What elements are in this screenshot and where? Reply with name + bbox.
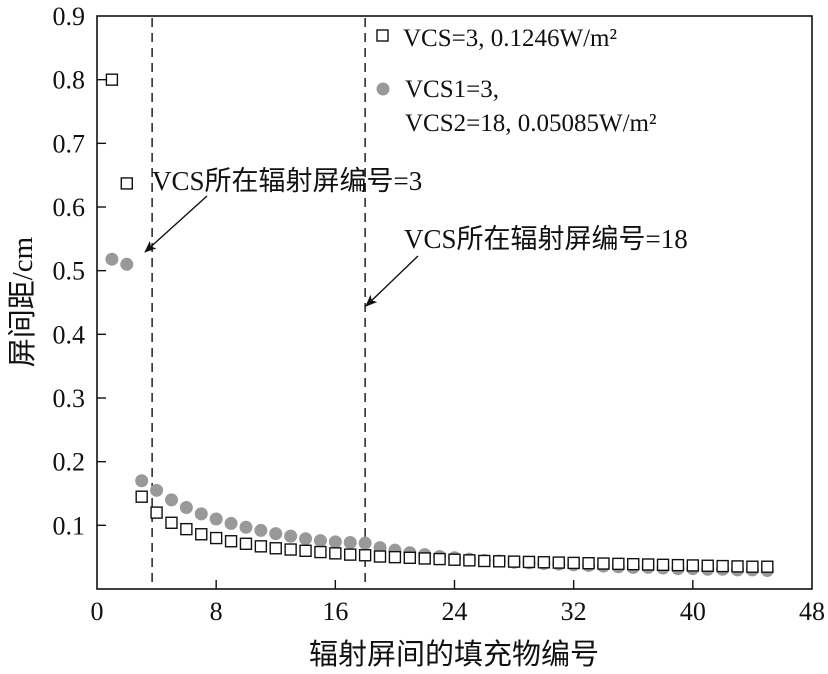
y-tick-label: 0.4 [53,320,86,349]
data-point-square [180,522,193,536]
y-axis-title: 屏间距/cm [6,236,39,367]
x-tick-label: 16 [322,597,348,626]
annotation-arrow-vcs-3 [144,195,208,253]
data-point-square [522,555,536,569]
x-tick-label: 8 [210,597,223,626]
data-point-square [165,516,178,529]
data-point-circle [120,257,134,271]
annotation-arrow-vcs-18 [365,255,419,307]
data-point-square [627,557,640,571]
data-point-circle [313,534,327,548]
data-point-square [761,560,774,573]
data-point-square [537,556,551,569]
data-point-circle [164,493,178,507]
legend-label-series-1: VCS=3, 0.1246W/m² [403,25,617,52]
data-point-square [314,545,327,559]
data-point-square [239,537,253,550]
legend: VCS=3, 0.1246W/m² VCS1=3, VCS2=18, 0.050… [376,25,656,137]
x-tick-label: 24 [442,597,468,626]
data-point-square [269,542,282,555]
legend-label-series-2-line-1: VCS1=3, [405,76,499,103]
data-point-square [671,558,685,572]
data-point-circle [179,501,193,515]
data-point-square [463,554,476,567]
data-point-square [254,540,268,553]
series-layer [105,73,774,578]
data-point-square [567,556,580,570]
x-tick-label: 0 [91,597,104,626]
y-tick-label: 0.7 [53,129,86,158]
data-point-square [612,557,625,571]
data-point-circle [284,529,298,543]
data-point-square [731,560,744,573]
data-point-square [478,554,491,568]
legend-label-series-2-line-2: VCS2=18, 0.05085W/m² [405,110,656,137]
x-tick-label: 40 [680,597,706,626]
data-point-square [656,558,670,572]
data-point-circle [358,536,372,550]
data-point-square [448,553,461,566]
data-point-square [105,73,119,86]
data-point-circle [150,483,164,497]
data-point-circle [269,527,283,541]
data-point-circle [194,507,208,521]
data-point-square [701,559,714,572]
data-point-square [552,556,565,569]
data-point-square [597,557,610,570]
data-point-circle [135,474,149,488]
data-point-square [329,547,342,560]
x-tick-label: 48 [799,597,825,626]
data-point-circle [328,535,342,549]
annotation-vcs-18: VCS所在辐射屏编号=18 [404,224,688,254]
y-tick-label: 0.2 [53,448,86,477]
data-point-circle [105,252,119,266]
data-point-square [284,543,297,556]
legend-marker-circle [376,82,390,96]
data-point-square [716,559,729,573]
data-point-square [746,560,759,573]
x-axis-title: 辐射屏间的填充物编号 [309,638,599,671]
data-point-square [507,555,521,568]
x-tick-label: 32 [561,597,587,626]
x-axis: 0 8 16 24 32 40 48 [91,580,825,626]
annotation-vcs-3: VCS所在辐射屏编号=3 [152,166,422,196]
data-point-square [358,549,372,562]
data-point-square [403,551,417,565]
data-point-square [418,552,431,565]
data-point-square [492,555,506,568]
data-point-square [373,550,387,563]
legend-marker-square [376,29,389,42]
data-point-square [433,552,446,566]
annotations: VCS所在辐射屏编号=3 VCS所在辐射屏编号=18 [144,166,688,307]
data-point-square [135,490,148,503]
y-tick-label: 0.8 [53,66,86,95]
data-point-square [582,557,595,570]
data-point-square [641,558,655,571]
data-point-square [388,550,402,564]
data-point-square [120,177,133,190]
y-axis: 0.1 0.2 0.3 0.4 0.5 0.6 0.7 0.8 0.9 [53,2,106,540]
data-point-square [344,548,357,561]
data-point-square [686,559,700,572]
data-point-circle [254,523,268,537]
data-point-square [209,531,223,545]
vcs-marker-lines [151,18,366,588]
data-point-circle [239,520,253,534]
data-point-circle [299,532,313,546]
y-tick-label: 0.3 [53,384,86,413]
y-tick-label: 0.5 [53,257,86,286]
series-1 [105,73,774,573]
y-tick-label: 0.6 [53,193,86,222]
data-point-circle [209,512,223,526]
data-point-square [195,528,208,541]
data-point-circle [343,536,357,550]
y-tick-label: 0.9 [53,2,86,31]
data-point-square [299,544,312,557]
data-point-square [224,535,238,548]
y-tick-label: 0.1 [53,511,86,540]
data-point-square [150,506,163,519]
data-point-circle [224,516,238,530]
